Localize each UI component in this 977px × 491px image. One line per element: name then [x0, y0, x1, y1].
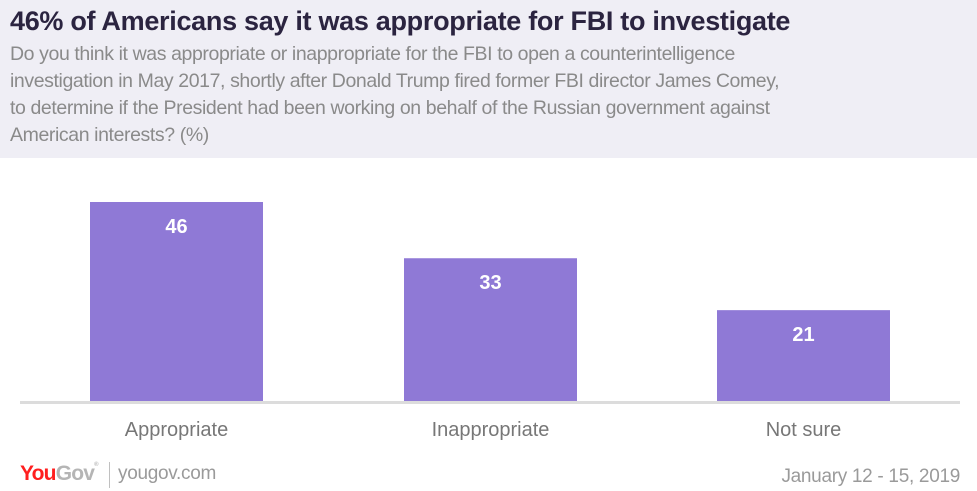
bar-not-sure	[717, 310, 890, 401]
subtitle-line: American interests? (%)	[10, 124, 209, 146]
data-label: 33	[479, 272, 501, 294]
registered-mark: ®	[94, 462, 98, 468]
footer-divider	[109, 462, 110, 488]
footer-url: yougov.com	[118, 463, 217, 484]
data-label: 21	[792, 324, 814, 346]
x-tick-label: Not sure	[766, 419, 842, 441]
subtitle-line: to determine if the President had been w…	[10, 97, 770, 119]
subtitle-line: Do you think it was appropriate or inapp…	[10, 43, 735, 65]
data-label: 46	[165, 216, 187, 238]
x-tick-label: Appropriate	[125, 419, 228, 441]
chart-title: 46% of Americans say it was appropriate …	[10, 6, 791, 36]
yougov-logo: YouGov®	[20, 462, 99, 486]
bar-inappropriate	[404, 258, 577, 401]
subtitle-line: investigation in May 2017, shortly after…	[10, 70, 780, 92]
bar-appropriate	[90, 202, 263, 401]
x-tick-label: Inappropriate	[432, 419, 550, 441]
header-band: 46% of Americans say it was appropriate …	[0, 0, 977, 158]
logo-you-text: You	[20, 462, 57, 485]
bar-chart: 46 Appropriate 33 Inappropriate 21 Not sure	[20, 202, 960, 441]
chart-subtitle: Do you think it was appropriate or inapp…	[10, 41, 970, 149]
survey-date: January 12 - 15, 2019	[781, 466, 960, 487]
logo-gov-text: Gov	[55, 462, 95, 485]
